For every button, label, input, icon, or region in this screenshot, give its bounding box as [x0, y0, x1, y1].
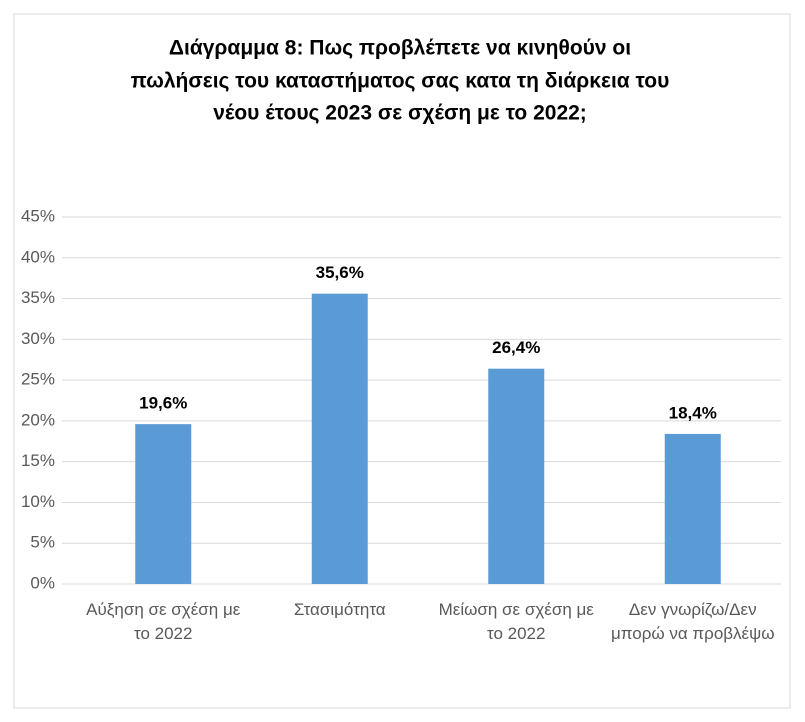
x-tick-label: Στασιμότητα: [293, 600, 386, 619]
chart-title: νέου έτους 2023 σε σχέση με το 2022;: [213, 102, 587, 125]
x-tick-label: Αύξηση σε σχέση με το 2022: [86, 600, 241, 643]
y-tick-label: 25%: [21, 370, 55, 389]
data-label: 35,6%: [316, 263, 364, 282]
y-tick-label: 30%: [21, 329, 55, 348]
y-tick-label: 40%: [21, 247, 55, 266]
x-tick-label: Δεν γνωρίζω/Δεν μπορώ να προβλέψω: [610, 600, 775, 643]
y-tick-label: 5%: [30, 533, 55, 552]
y-tick-label: 15%: [21, 451, 55, 470]
y-tick-label: 10%: [21, 492, 55, 511]
y-tick-label: 35%: [21, 288, 55, 307]
bar: [488, 368, 545, 584]
x-tick-label: Μείωση σε σχέση με το 2022: [438, 600, 594, 643]
y-tick-label: 45%: [21, 206, 55, 225]
chart-frame: [13, 13, 791, 709]
data-label: 18,4%: [669, 403, 717, 422]
chart-title: πωλήσεις του καταστήματος σας κατα τη δι…: [131, 70, 670, 93]
bar: [135, 424, 192, 584]
bar: [664, 433, 721, 584]
y-tick-label: 0%: [30, 573, 55, 592]
data-label: 19,6%: [139, 394, 187, 413]
bar: [311, 293, 368, 584]
y-tick-label: 20%: [21, 410, 55, 429]
data-label: 26,4%: [492, 338, 540, 357]
chart-title: Διάγραμμα 8: Πως προβλέπετε να κινηθούν …: [169, 37, 631, 60]
